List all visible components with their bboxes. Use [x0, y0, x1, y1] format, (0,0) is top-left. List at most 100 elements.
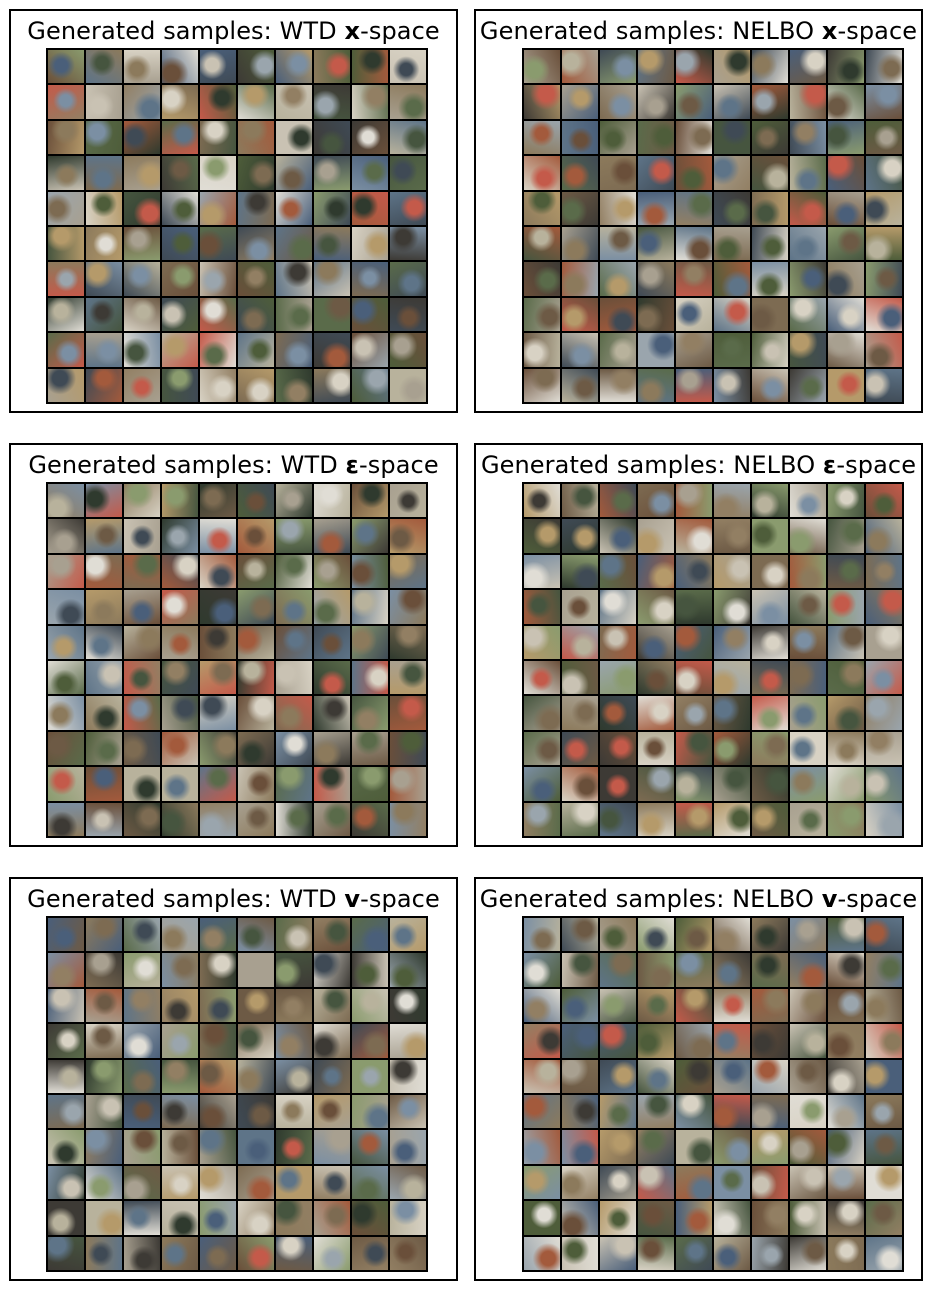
- sample-image: [238, 625, 274, 659]
- sample-image: [790, 1201, 826, 1235]
- sample-image: [276, 918, 312, 952]
- sample-image: [86, 156, 122, 190]
- sample-image: [200, 120, 236, 155]
- sample-image: [124, 953, 160, 987]
- panel-nelbo-x: Generated samples: NELBO x-space: [474, 9, 923, 413]
- sample-image: [790, 333, 826, 367]
- sample-image: [238, 120, 274, 155]
- sample-image: [314, 1024, 350, 1058]
- sample-image: [86, 918, 122, 952]
- sample-image: [276, 767, 312, 801]
- sample-image: [562, 696, 598, 730]
- sample-image: [866, 661, 902, 695]
- sample-image: [162, 1201, 198, 1235]
- sample-image: [752, 156, 788, 190]
- sample-image: [352, 731, 388, 766]
- sample-image: [752, 953, 788, 987]
- title-suffix: -space: [360, 17, 440, 45]
- sample-image: [562, 1130, 598, 1164]
- sample-image: [162, 297, 198, 332]
- sample-image: [790, 661, 826, 695]
- sample-image: [828, 156, 864, 190]
- sample-image: [790, 554, 826, 589]
- sample-image: [600, 262, 636, 296]
- sample-image: [524, 1130, 560, 1164]
- sample-image: [676, 802, 712, 836]
- sample-image: [48, 1059, 84, 1093]
- sample-image: [562, 625, 598, 659]
- sample-image: [562, 1024, 598, 1058]
- sample-image: [276, 227, 312, 261]
- sample-image: [48, 85, 84, 119]
- sample-image: [600, 661, 636, 695]
- sample-image: [48, 1201, 84, 1235]
- sample-image: [314, 554, 350, 589]
- sample-image: [124, 661, 160, 695]
- sample-image: [562, 988, 598, 1023]
- sample-image: [200, 661, 236, 695]
- sample-image: [752, 484, 788, 518]
- sample-image: [162, 953, 198, 987]
- sample-image: [162, 85, 198, 119]
- sample-image: [828, 661, 864, 695]
- sample-image: [562, 368, 598, 402]
- sample-image: [352, 661, 388, 695]
- sample-image: [524, 227, 560, 261]
- sample-image: [790, 1024, 826, 1058]
- title-symbol: v: [344, 885, 361, 913]
- sample-image: [86, 484, 122, 518]
- sample-image: [676, 554, 712, 589]
- sample-image: [828, 590, 864, 624]
- sample-image: [638, 1236, 674, 1270]
- sample-image: [600, 953, 636, 987]
- sample-image: [828, 297, 864, 332]
- sample-grid: [46, 482, 428, 838]
- sample-image: [352, 1059, 388, 1093]
- sample-image: [638, 918, 674, 952]
- sample-image: [638, 1165, 674, 1200]
- sample-image: [352, 953, 388, 987]
- sample-image: [714, 1024, 750, 1058]
- sample-image: [828, 918, 864, 952]
- sample-image: [866, 1130, 902, 1164]
- sample-image: [162, 484, 198, 518]
- title-symbol: v: [821, 885, 838, 913]
- sample-image: [714, 953, 750, 987]
- sample-image: [600, 918, 636, 952]
- sample-image: [352, 590, 388, 624]
- sample-image: [276, 191, 312, 225]
- sample-image: [48, 1024, 84, 1058]
- sample-image: [390, 519, 426, 553]
- sample-image: [48, 1130, 84, 1164]
- sample-image: [314, 85, 350, 119]
- sample-image: [238, 1236, 274, 1270]
- sample-image: [866, 1201, 902, 1235]
- sample-image: [600, 368, 636, 402]
- sample-image: [600, 767, 636, 801]
- sample-image: [638, 988, 674, 1023]
- sample-image: [714, 1201, 750, 1235]
- sample-image: [524, 297, 560, 332]
- sample-image: [866, 590, 902, 624]
- sample-image: [562, 85, 598, 119]
- sample-image: [124, 156, 160, 190]
- sample-image: [790, 767, 826, 801]
- sample-image: [866, 368, 902, 402]
- sample-image: [638, 802, 674, 836]
- sample-image: [866, 554, 902, 589]
- sample-image: [124, 1165, 160, 1200]
- sample-image: [238, 1201, 274, 1235]
- sample-image: [524, 590, 560, 624]
- sample-grid: [522, 482, 904, 838]
- sample-image: [48, 1236, 84, 1270]
- sample-image: [314, 262, 350, 296]
- sample-image: [86, 227, 122, 261]
- sample-image: [638, 227, 674, 261]
- panel-wtd-eps: Generated samples: WTD ε-space: [9, 443, 458, 847]
- title-symbol: x: [344, 17, 361, 45]
- sample-image: [124, 802, 160, 836]
- sample-image: [276, 262, 312, 296]
- sample-image: [790, 297, 826, 332]
- sample-image: [200, 1236, 236, 1270]
- sample-image: [638, 953, 674, 987]
